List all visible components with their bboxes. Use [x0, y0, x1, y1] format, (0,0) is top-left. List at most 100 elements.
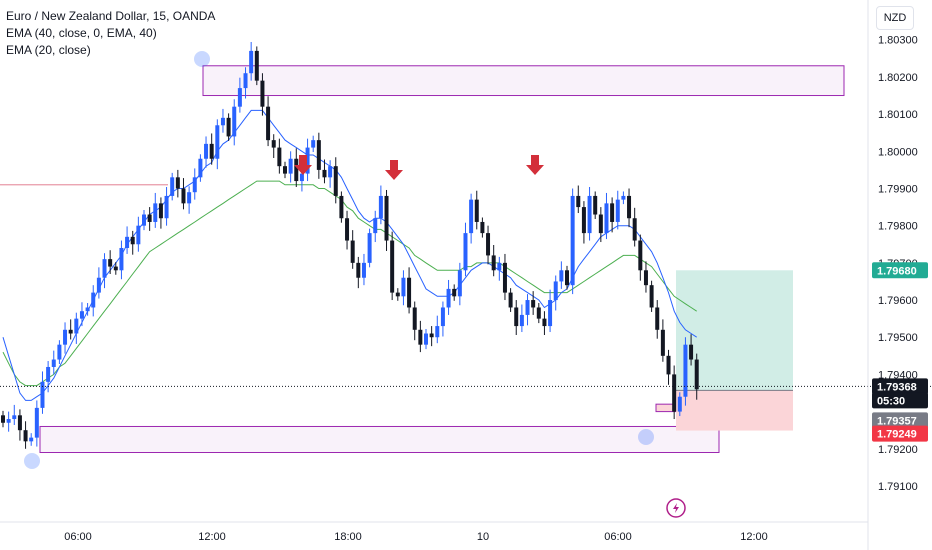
- candle: [559, 261, 564, 289]
- price-axis[interactable]: 1.80300 1.80200 1.80100 1.80000 1.79900 1.798…: [867, 0, 918, 550]
- candle: [113, 262, 118, 275]
- candle: [570, 188, 575, 295]
- candle: [350, 230, 355, 269]
- zone-box[interactable]: [202, 65, 845, 97]
- candle: [525, 294, 530, 326]
- ema-40-line: [2, 180, 697, 387]
- candle: [311, 135, 316, 153]
- candle: [407, 267, 412, 314]
- time-tick-label: 10: [477, 531, 489, 543]
- candle: [638, 234, 643, 281]
- candle: [469, 193, 474, 244]
- time-tick-label: 06:00: [64, 531, 92, 543]
- candle: [474, 190, 479, 230]
- chart-legend: Euro / New Zealand Dollar, 15, OANDA EMA…: [6, 8, 215, 59]
- svg-text:1.79357: 1.79357: [877, 415, 917, 427]
- ema-20-line: [2, 109, 697, 401]
- candle: [531, 291, 536, 315]
- candle: [232, 99, 237, 146]
- candle: [198, 154, 203, 182]
- candle: [615, 190, 620, 230]
- pivot-marker[interactable]: [24, 453, 40, 469]
- candle: [68, 319, 73, 340]
- candle: [632, 207, 637, 247]
- candle: [435, 315, 440, 344]
- candle: [395, 288, 400, 301]
- candle: [424, 329, 428, 350]
- pivot-marker[interactable]: [194, 51, 210, 67]
- candle: [446, 279, 451, 315]
- candle: [1, 410, 5, 428]
- price-tick-label: 1.80100: [878, 109, 918, 121]
- ema-fast-legend[interactable]: EMA (20, close): [6, 43, 91, 57]
- candle: [576, 185, 581, 214]
- candle: [412, 301, 417, 341]
- candle: [328, 160, 333, 188]
- candle: [643, 261, 648, 293]
- candle: [153, 192, 158, 228]
- target-area[interactable]: [676, 270, 793, 391]
- candle: [74, 312, 79, 344]
- candle: [277, 138, 282, 174]
- candle: [491, 245, 496, 277]
- time-axis[interactable]: 06:00 12:00 18:00 10 06:00 12:00: [0, 521, 868, 543]
- candle: [384, 189, 389, 251]
- ema-layer: [2, 109, 697, 401]
- candle: [345, 210, 350, 250]
- candle: [401, 270, 406, 306]
- candle: [102, 253, 107, 289]
- down-arrow-icon[interactable]: [294, 155, 312, 175]
- lightning-icon[interactable]: [666, 498, 686, 518]
- candle: [581, 201, 586, 244]
- candle: [322, 159, 327, 184]
- candle: [63, 322, 68, 354]
- zone-box[interactable]: [39, 425, 720, 454]
- candle: [254, 46, 259, 86]
- candle: [553, 275, 558, 311]
- ema-slow-legend[interactable]: EMA (40, close, 0, EMA, 40): [6, 26, 157, 40]
- candle: [192, 168, 197, 200]
- candle: [243, 67, 248, 99]
- candle: [108, 250, 113, 275]
- stop-area[interactable]: [676, 390, 793, 431]
- candle: [220, 108, 225, 133]
- candle: [480, 217, 485, 238]
- trade-box[interactable]: [676, 270, 793, 431]
- annotation-marks: [24, 51, 654, 469]
- candle: [142, 210, 146, 231]
- candle: [147, 207, 152, 231]
- candle: [46, 361, 51, 393]
- candle: [593, 191, 598, 219]
- price-tick-label: 1.80300: [878, 35, 918, 47]
- candle: [187, 186, 192, 214]
- candle: [96, 267, 101, 299]
- down-arrow-icon[interactable]: [526, 155, 544, 175]
- candle: [271, 134, 276, 158]
- price-tick-label: 1.79800: [878, 221, 918, 233]
- candle: [373, 210, 378, 243]
- down-arrow-icon[interactable]: [385, 160, 403, 180]
- candle: [209, 133, 214, 165]
- candle: [237, 77, 242, 113]
- candle: [598, 207, 603, 243]
- candle: [226, 113, 231, 141]
- svg-text:1.79249: 1.79249: [877, 429, 917, 441]
- candle: [23, 421, 28, 449]
- pivot-marker[interactable]: [638, 429, 654, 445]
- candle: [486, 225, 491, 265]
- time-tick-label: 12:00: [198, 531, 226, 543]
- candle: [34, 400, 39, 447]
- price-tag-green: 1.79680: [872, 262, 928, 279]
- candle: [6, 411, 11, 432]
- candle: [440, 301, 445, 337]
- currency-button[interactable]: NZD: [876, 6, 914, 30]
- candles-layer: [1, 41, 699, 449]
- candle: [136, 216, 141, 252]
- candle: [610, 197, 615, 233]
- zones-layer: [0, 65, 845, 454]
- symbol-title[interactable]: Euro / New Zealand Dollar, 15, OANDA: [6, 9, 216, 23]
- candle: [17, 409, 22, 441]
- candle: [655, 300, 660, 339]
- price-tick-label: 1.79200: [878, 444, 918, 456]
